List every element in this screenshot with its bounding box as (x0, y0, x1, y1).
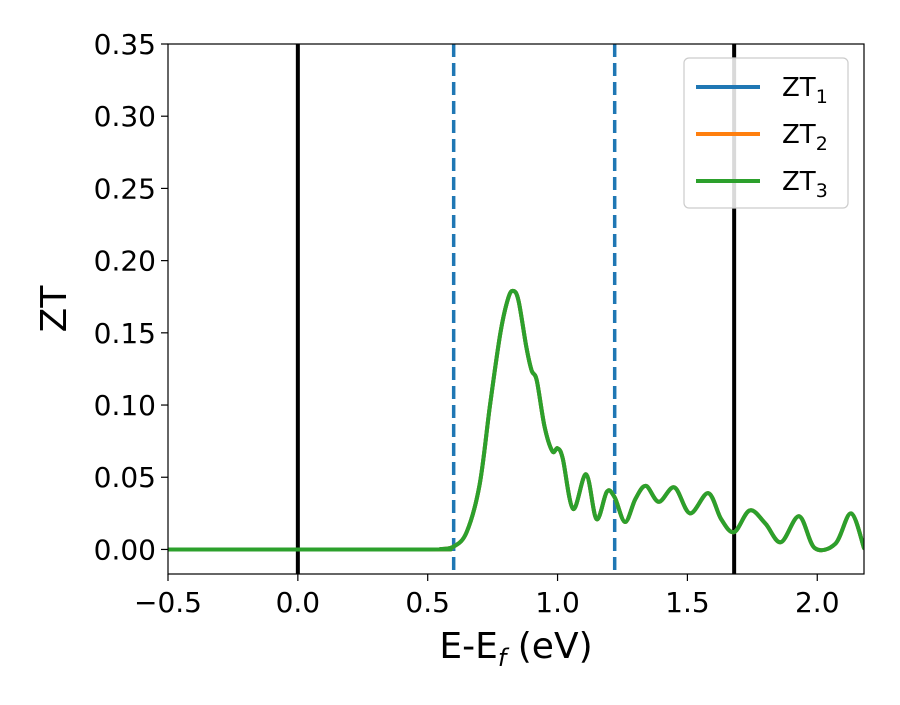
legend-label-zt3: ZT3 (782, 167, 828, 202)
y-tick-label: 0.10 (94, 389, 156, 422)
x-tick-label: 1.5 (665, 586, 710, 619)
x-tick-label: 1.0 (535, 586, 580, 619)
y-tick-label: 0.15 (94, 317, 156, 350)
legend-label-zt2: ZT2 (782, 120, 828, 155)
plot-frame (167, 43, 865, 575)
x-axis-label: E-Ef (eV) (439, 626, 592, 672)
y-axis-label: ZT (34, 285, 75, 333)
y-tick-label: 0.05 (94, 461, 156, 494)
y-tick-label: 0.00 (94, 533, 156, 566)
y-tick-label: 0.35 (94, 28, 156, 61)
legend-box (683, 57, 849, 209)
legend: ZT1 ZT2 ZT3 (683, 57, 849, 209)
x-tick-label: 2.0 (795, 586, 840, 619)
y-tick-label: 0.25 (94, 172, 156, 205)
y-tick-label: 0.20 (94, 245, 156, 278)
x-tick-label: 0.0 (276, 586, 321, 619)
x-tick-label: 0.5 (405, 586, 450, 619)
x-tick-label: −0.5 (134, 586, 202, 619)
series-line-zt3 (168, 288, 864, 553)
y-tick-label: 0.30 (94, 100, 156, 133)
legend-label-zt1: ZT1 (782, 73, 828, 108)
